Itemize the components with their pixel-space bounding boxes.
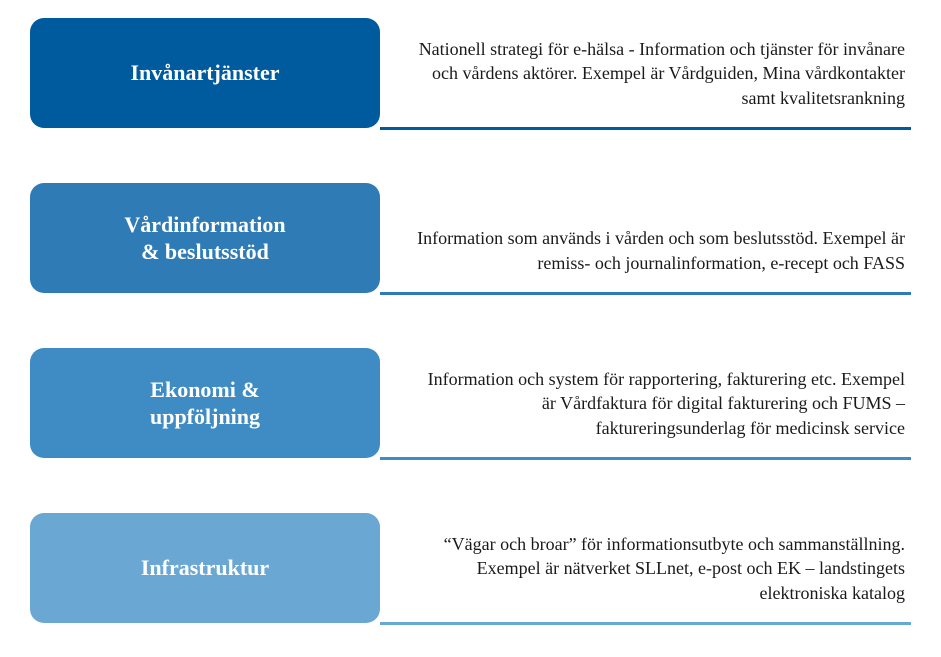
- underline-infrastruktur: [380, 622, 911, 625]
- desc-ekonomi: Information och system för rapportering,…: [410, 348, 911, 458]
- row-infrastruktur: Infrastruktur “Vägar och broar” för info…: [30, 513, 911, 623]
- pill-ekonomi: Ekonomi & uppföljning: [30, 348, 380, 458]
- underline-vardinformation: [380, 292, 911, 295]
- desc-text: Information som används i vården och som…: [416, 226, 905, 275]
- desc-invanartjanster: Nationell strategi för e-hälsa - Informa…: [410, 18, 911, 128]
- pill-infrastruktur: Infrastruktur: [30, 513, 380, 623]
- desc-infrastruktur: “Vägar och broar” för informationsutbyte…: [410, 513, 911, 623]
- pill-label: Infrastruktur: [141, 554, 269, 582]
- desc-vardinformation: Information som används i vården och som…: [410, 183, 911, 293]
- pill-invanartjanster: Invånartjänster: [30, 18, 380, 128]
- desc-text: Nationell strategi för e-hälsa - Informa…: [416, 37, 905, 110]
- desc-text: “Vägar och broar” för informationsutbyte…: [416, 532, 905, 605]
- row-vardinformation: Vårdinformation & beslutsstöd Informatio…: [30, 183, 911, 293]
- row-ekonomi: Ekonomi & uppföljning Information och sy…: [30, 348, 911, 458]
- underline-invanartjanster: [380, 127, 911, 130]
- row-invanartjanster: Invånartjänster Nationell strategi för e…: [30, 18, 911, 128]
- diagram-canvas: Invånartjänster Nationell strategi för e…: [0, 0, 941, 657]
- pill-label: Ekonomi & uppföljning: [150, 376, 260, 431]
- pill-label: Vårdinformation & beslutsstöd: [124, 211, 285, 266]
- desc-text: Information och system för rapportering,…: [416, 367, 905, 440]
- underline-ekonomi: [380, 457, 911, 460]
- pill-vardinformation: Vårdinformation & beslutsstöd: [30, 183, 380, 293]
- pill-label: Invånartjänster: [130, 59, 279, 87]
